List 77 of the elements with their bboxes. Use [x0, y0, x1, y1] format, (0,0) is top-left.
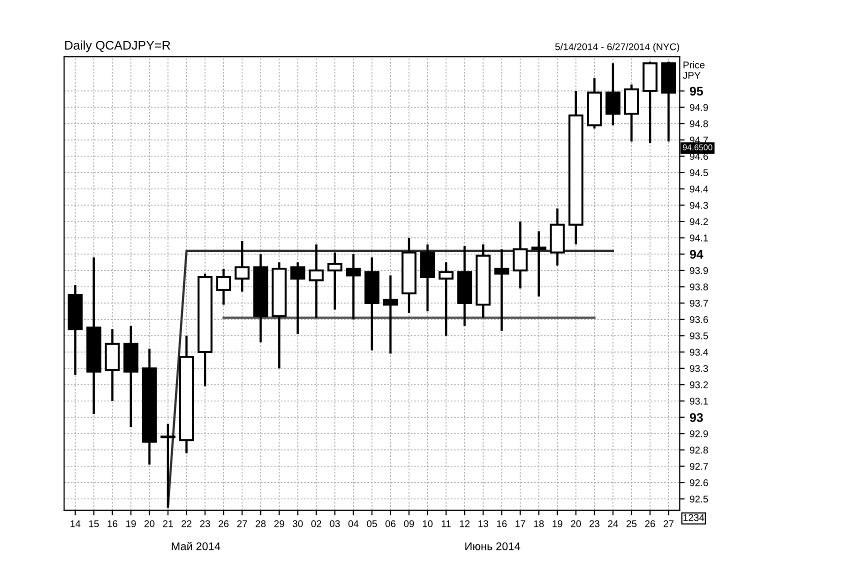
y-tick-label: 93.2 — [690, 381, 708, 388]
candlestick — [160, 422, 176, 508]
y-tick-label: 93.5 — [690, 332, 708, 340]
x-tick-label: 16 — [497, 520, 507, 528]
candlestick — [383, 274, 398, 355]
x-tick-label: 06 — [385, 520, 396, 528]
x-tick-label: 02 — [311, 520, 322, 528]
x-tick-label: 12 — [460, 520, 470, 528]
text: 1234 — [684, 514, 704, 522]
x-tick-label: 27 — [664, 520, 674, 528]
x-tick-label: 20 — [144, 520, 154, 528]
x-tick-label: 13 — [478, 520, 488, 528]
x-tick-label: 26 — [218, 520, 229, 528]
x-tick-label: 14 — [70, 520, 80, 528]
candlestick — [606, 62, 620, 126]
y-tick-label: 93.3 — [690, 365, 708, 372]
y-tick-label: 94.8 — [690, 120, 708, 128]
x-tick-label: 30 — [292, 520, 303, 528]
y-tick-label: 94.4 — [690, 186, 708, 192]
x-tick-label: 05 — [366, 520, 377, 528]
x-tick-label: 15 — [89, 520, 99, 528]
chart-title: Daily QCADJPY=R — [65, 40, 170, 52]
y-tick-label: 92.7 — [690, 462, 708, 470]
text: Май 2014 — [172, 542, 220, 550]
y-tick-label: 93.6 — [690, 316, 708, 324]
y-tick-label: 94.5 — [690, 169, 708, 176]
x-tick-label: 25 — [626, 520, 637, 528]
x-tick-label: 03 — [330, 520, 340, 528]
y-tick-label: 92.6 — [690, 479, 708, 486]
y-tick-label: 92.9 — [690, 430, 708, 438]
x-tick-label: 19 — [552, 520, 562, 528]
y-tick-label: 94.2 — [690, 218, 708, 226]
y-tick-label: 95 — [690, 86, 704, 96]
x-tick-label: 18 — [534, 520, 544, 528]
candlestick — [216, 268, 232, 306]
candlestick — [346, 253, 361, 321]
y-tick-label: 93.7 — [690, 300, 708, 307]
x-tick-label: 23 — [200, 520, 210, 528]
x-tick-label: 23 — [590, 520, 600, 528]
x-tick-label: 11 — [442, 520, 451, 528]
x-tick-label: 26 — [645, 520, 656, 528]
x-tick-label: 21 — [163, 520, 173, 528]
y-tick-label: 93.8 — [690, 283, 708, 290]
x-tick-label: 10 — [422, 520, 433, 528]
x-tick-label: 28 — [256, 520, 266, 528]
x-tick-label: 04 — [348, 520, 359, 528]
x-tick-label: 17 — [516, 520, 526, 528]
y-tick-label: 93.1 — [690, 398, 708, 405]
y-tick-label: 93.4 — [690, 348, 708, 356]
y-tick-label: 93 — [690, 413, 703, 422]
text: Июнь 2014 — [465, 542, 520, 550]
x-tick-label: 22 — [182, 520, 192, 528]
candlestick — [531, 230, 546, 298]
candlestick — [308, 243, 324, 319]
y-tick-label: 94.9 — [690, 104, 708, 111]
y-tick-label: 92.8 — [690, 446, 708, 454]
x-tick-label: 19 — [126, 520, 136, 528]
chart-subtitle: 5/14/2014 - 6/27/2014 (NYC) — [555, 43, 680, 52]
x-tick-label: 20 — [570, 520, 581, 528]
x-tick-label: 24 — [608, 520, 618, 528]
y-tick-label: 92.5 — [690, 496, 708, 502]
candlestick — [290, 261, 306, 336]
x-tick-label: 29 — [274, 520, 284, 528]
candlestick — [512, 220, 528, 290]
x-tick-label: 09 — [404, 520, 414, 528]
candlestick — [438, 261, 454, 337]
candlestick — [327, 251, 342, 311]
x-tick-label: 16 — [108, 520, 118, 528]
candlestick — [234, 240, 250, 293]
x-tick-label: 27 — [237, 520, 248, 528]
candlestick — [494, 248, 510, 332]
y-tick-label: 94.3 — [690, 202, 708, 209]
y-axis-title: Price JPY — [682, 61, 705, 79]
y-tick-label: 94.1 — [690, 234, 708, 242]
y-tick-label: 93.9 — [690, 267, 708, 274]
annotation: 94.6500 — [682, 144, 712, 150]
y-tick-label: 94 — [690, 250, 704, 259]
